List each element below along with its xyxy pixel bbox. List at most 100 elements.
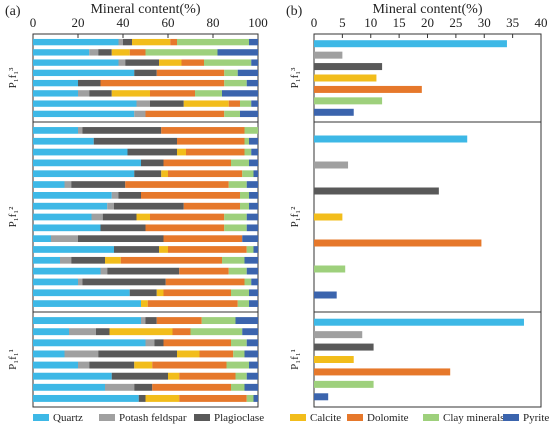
bar-segment-plagioclase bbox=[118, 191, 141, 199]
panel-a-tick-label: 60 bbox=[162, 15, 175, 30]
panel-a-frame bbox=[32, 33, 259, 408]
panel-a-group-label: P₁f₁¹ bbox=[7, 349, 19, 370]
bar-segment-dolomite bbox=[120, 256, 222, 264]
bar-segment-plagioclase bbox=[138, 394, 146, 402]
bar-quartz bbox=[314, 318, 524, 326]
bar-segment-calcite bbox=[145, 394, 180, 402]
legend: Quartz Potash feldspar Plagioclase Calcite D… bbox=[33, 412, 549, 424]
bar-segment-potash-feldspar bbox=[89, 49, 99, 56]
bar-potash-feldspar bbox=[314, 161, 349, 169]
bar-segment-calcite bbox=[141, 300, 148, 307]
bar-segment-plagioclase bbox=[150, 100, 184, 107]
bar-calcite bbox=[314, 213, 343, 221]
legend-label-potash-feldspar: Potash feldspar bbox=[119, 412, 187, 424]
bar-segment-quartz bbox=[33, 246, 114, 253]
bar-segment-clay-minerals bbox=[231, 289, 249, 297]
bar-segment-clay-minerals bbox=[224, 213, 247, 221]
bar-segment-potash-feldspar bbox=[78, 127, 83, 134]
bar-segment-pyrite bbox=[249, 137, 258, 145]
bar-segment-plagioclase bbox=[96, 328, 110, 336]
bar-segment-pyrite bbox=[246, 224, 258, 232]
bar-segment-clay-minerals bbox=[145, 49, 218, 56]
bar-segment-plagioclase bbox=[154, 339, 164, 347]
bar-segment-potash-feldspar bbox=[145, 339, 155, 347]
bar-segment-quartz bbox=[33, 361, 78, 369]
bar-dolomite bbox=[314, 85, 422, 93]
bar-segment-pyrite bbox=[244, 256, 258, 264]
panel-a-tick-label: 40 bbox=[117, 15, 130, 30]
bar-segment-dolomite bbox=[172, 328, 191, 336]
bar-segment-plagioclase bbox=[134, 383, 153, 391]
bar-segment-pyrite bbox=[246, 79, 258, 87]
bar-segment-pyrite bbox=[242, 235, 258, 243]
bar-segment-pyrite bbox=[251, 148, 258, 156]
bar-potash-feldspar bbox=[314, 331, 363, 339]
bar-segment-potash-feldspar bbox=[105, 383, 135, 391]
bar-segment-quartz bbox=[33, 191, 112, 199]
bar-segment-calcite bbox=[156, 289, 164, 297]
bar-pyrite bbox=[314, 108, 354, 116]
bar-segment-pyrite bbox=[246, 339, 258, 347]
bar-segment-calcite bbox=[134, 361, 153, 369]
bar-segment-pyrite bbox=[251, 59, 258, 66]
bar-segment-dolomite bbox=[199, 350, 234, 358]
bar-segment-plagioclase bbox=[98, 49, 112, 56]
bar-segment-potash-feldspar bbox=[51, 235, 78, 243]
bar-segment-dolomite bbox=[100, 79, 225, 87]
bar-segment-quartz bbox=[33, 328, 69, 336]
bar-segment-pyrite bbox=[249, 191, 258, 199]
bar-segment-potash-feldspar bbox=[118, 38, 123, 46]
bar-segment-quartz bbox=[33, 317, 141, 325]
legend-label-clay-minerals: Clay minerals bbox=[443, 412, 504, 424]
bar-dolomite bbox=[314, 239, 482, 247]
bar-segment-quartz bbox=[33, 69, 135, 77]
bar-segment-calcite bbox=[183, 100, 229, 107]
panel-a-tick-label: 100 bbox=[248, 15, 268, 30]
bar-plagioclase bbox=[314, 63, 383, 71]
bar-segment-potash-feldspar bbox=[69, 328, 96, 336]
bar-segment-dolomite bbox=[168, 170, 243, 178]
bar-clay-minerals bbox=[314, 97, 383, 105]
bar-segment-dolomite bbox=[165, 278, 245, 286]
bar-segment-quartz bbox=[33, 181, 65, 188]
bar-segment-pyrite bbox=[242, 328, 258, 336]
bar-segment-dolomite bbox=[145, 110, 225, 118]
bar-pyrite bbox=[314, 291, 337, 299]
bar-segment-plagioclase bbox=[127, 148, 177, 156]
bar-segment-quartz bbox=[33, 170, 135, 178]
bar-segment-dolomite bbox=[179, 394, 247, 402]
bar-segment-potash-feldspar bbox=[78, 278, 83, 286]
bar-segment-pyrite bbox=[246, 181, 258, 188]
bar-segment-pyrite bbox=[246, 267, 258, 275]
bar-segment-potash-feldspar bbox=[64, 181, 72, 188]
panel-b-tick-label: 35 bbox=[506, 15, 519, 30]
bar-segment-quartz bbox=[33, 383, 105, 391]
bar-segment-dolomite bbox=[179, 267, 229, 275]
bar-segment-calcite bbox=[111, 90, 150, 97]
panel-b-tick-label: 30 bbox=[478, 15, 491, 30]
bar-segment-pyrite bbox=[249, 300, 258, 307]
legend-swatch-quartz bbox=[33, 414, 49, 421]
bar-segment-dolomite bbox=[150, 213, 225, 221]
bar-segment-potash-feldspar bbox=[64, 350, 99, 358]
bar-segment-plagioclase bbox=[71, 181, 126, 188]
bar-segment-calcite bbox=[177, 350, 200, 358]
bar-segment-plagioclase bbox=[82, 278, 166, 286]
bar-segment-plagioclase bbox=[114, 202, 184, 210]
bar-segment-calcite bbox=[159, 246, 168, 253]
bar-segment-plagioclase bbox=[82, 127, 162, 134]
panel-a: 0 20 40 60 80 100 Mineral content(%) (a) P₁f₁³ P₁… bbox=[5, 2, 268, 408]
bar-segment-quartz bbox=[33, 148, 128, 156]
bar-pyrite bbox=[314, 393, 329, 401]
bar-segment-plagioclase bbox=[78, 235, 164, 243]
bar-segment-dolomite bbox=[156, 317, 202, 325]
bar-segment-clay-minerals bbox=[228, 267, 247, 275]
bar-segment-plagioclase bbox=[89, 90, 112, 97]
bar-segment-clay-minerals bbox=[244, 127, 258, 134]
bar-segment-plagioclase bbox=[78, 79, 101, 87]
bar-dolomite bbox=[314, 368, 451, 376]
panel-b-tick-label: 5 bbox=[339, 15, 346, 30]
bar-segment-quartz bbox=[33, 159, 141, 167]
panel-b-tick-label: 15 bbox=[393, 15, 406, 30]
bar-segment-pyrite bbox=[253, 170, 258, 178]
